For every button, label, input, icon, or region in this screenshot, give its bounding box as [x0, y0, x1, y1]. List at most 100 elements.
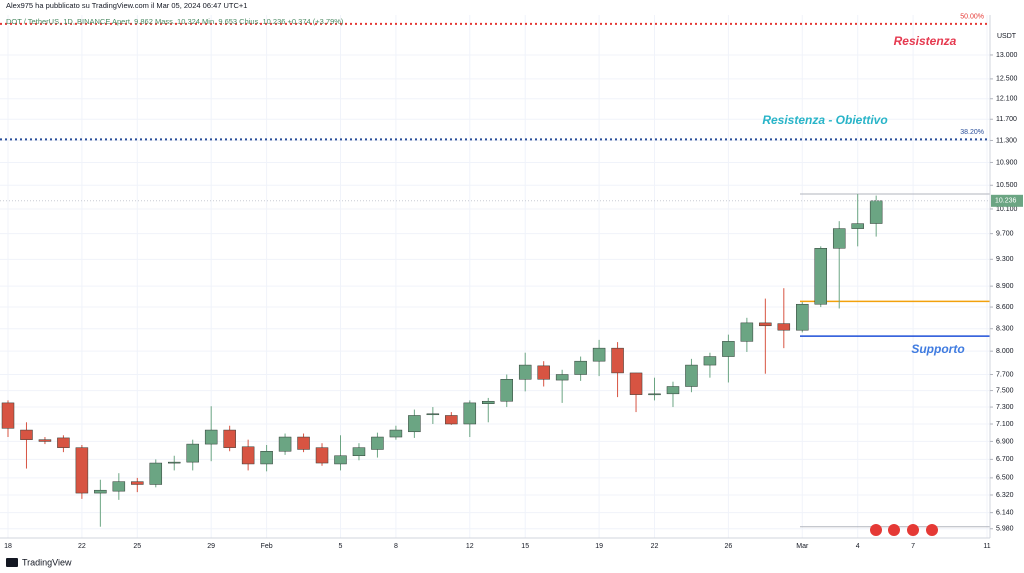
candle-body	[389, 429, 403, 438]
candle-body	[1, 402, 15, 429]
candle-body	[500, 379, 513, 402]
event-icons	[870, 524, 938, 536]
candle-body	[796, 303, 809, 331]
candle-body	[297, 436, 310, 450]
candle-body	[777, 323, 791, 331]
y-tick-label: 6.900	[996, 438, 1014, 445]
x-tick-label: 7	[911, 543, 915, 550]
candle-body	[537, 365, 550, 380]
candle-body	[574, 360, 587, 375]
y-tick-label: 6.140	[996, 509, 1014, 516]
y-tick-label: 7.100	[996, 421, 1014, 428]
y-tick-label: 11.700	[996, 116, 1017, 123]
y-tick-label: 11.300	[996, 137, 1017, 144]
y-tick-label: 7.700	[996, 371, 1014, 378]
symbol-line: DOT / TetherUS, 1D, BINANCE Apert. 9.862…	[6, 17, 344, 26]
event-icon	[870, 524, 882, 536]
candle-body	[555, 374, 569, 381]
candle-body	[186, 443, 199, 463]
x-tick-label: Mar	[796, 543, 809, 550]
candle-body	[814, 248, 828, 305]
y-tick-label: 8.900	[996, 283, 1014, 290]
x-tick-label: 19	[595, 543, 603, 550]
y-tick-label: 8.000	[996, 348, 1014, 355]
candle-body	[611, 347, 624, 374]
y-tick-label: 6.320	[996, 492, 1014, 499]
marks: 50.00% 38.20%	[0, 14, 990, 528]
candle-body	[38, 439, 52, 442]
x-tick-label: 8	[394, 543, 398, 550]
candle-body	[482, 400, 495, 404]
candle-body	[75, 447, 89, 494]
candle-body	[408, 415, 421, 433]
candle-body	[759, 322, 772, 327]
publisher: Alex975 ha pubblicato su TradingView.com…	[6, 1, 247, 10]
candle-body	[851, 223, 864, 229]
candle-body	[722, 341, 735, 357]
event-icon	[907, 524, 919, 536]
x-tick-label: 29	[207, 543, 215, 550]
candle-body	[278, 436, 292, 452]
candle-body	[463, 402, 477, 425]
last-price-label: 10.236	[995, 198, 1017, 205]
y-tick-label: 5.980	[996, 526, 1014, 533]
x-tick-label: 22	[78, 543, 86, 550]
candle-body	[832, 228, 846, 249]
x-tick-label: 26	[724, 543, 732, 550]
candle-body	[94, 489, 107, 494]
candle-body	[57, 437, 70, 448]
y-tick-label: 10.100	[996, 206, 1018, 213]
y-tick-label: 6.500	[996, 475, 1014, 482]
candle-body	[426, 413, 440, 416]
x-tick-label: 4	[856, 543, 860, 550]
x-tick-label: Feb	[261, 543, 273, 550]
candle-body	[131, 481, 144, 485]
candle-body	[869, 200, 883, 224]
y-tick-label: 9.700	[996, 230, 1014, 237]
annotation: Resistenza	[894, 34, 957, 48]
candle-body	[592, 347, 606, 362]
annotation: Supporto	[911, 342, 964, 356]
event-icon	[888, 524, 900, 536]
candle-body	[260, 450, 273, 465]
x-tick-label: 25	[133, 543, 141, 550]
candle-body	[167, 461, 181, 464]
candle-body	[352, 447, 366, 457]
currency: USDT	[997, 33, 1017, 40]
event-icon	[926, 524, 938, 536]
candle-body	[204, 429, 218, 445]
candle-body	[371, 436, 384, 450]
fib-label: 38.20%	[960, 129, 984, 136]
y-tick-label: 7.300	[996, 404, 1014, 411]
candle-body	[518, 364, 532, 380]
brand: TradingView	[22, 557, 72, 567]
x-tick-label: 18	[4, 543, 12, 550]
candle-body	[629, 372, 643, 395]
candle-body	[445, 415, 458, 425]
y-tick-label: 12.500	[996, 76, 1018, 83]
x-tick-label: 15	[521, 543, 529, 550]
candle-body	[112, 481, 126, 492]
y-tick-label: 10.900	[996, 159, 1018, 166]
x-tick-label: 5	[339, 543, 343, 550]
candle-body	[223, 429, 236, 448]
y-tick-label: 9.300	[996, 256, 1014, 263]
brand-logo	[6, 558, 18, 567]
annotation: Resistenza - Obiettivo	[762, 113, 887, 127]
y-tick-label: 6.700	[996, 456, 1014, 463]
candle-body	[149, 462, 163, 485]
y-tick-label: 8.600	[996, 304, 1014, 311]
candle-body	[666, 386, 680, 395]
y-tick-label: 10.500	[996, 182, 1018, 189]
candle-body	[648, 393, 661, 396]
candle-body	[334, 455, 347, 465]
x-tick-label: 22	[651, 543, 659, 550]
y-tick-label: 13.000	[996, 52, 1018, 59]
fib-label: 50.00%	[960, 14, 984, 21]
last-price-box	[991, 194, 1023, 207]
x-tick-label: 11	[983, 543, 990, 550]
y-tick-label: 8.300	[996, 326, 1014, 333]
candle-body	[703, 356, 717, 366]
x-tick-label: 12	[466, 543, 474, 550]
